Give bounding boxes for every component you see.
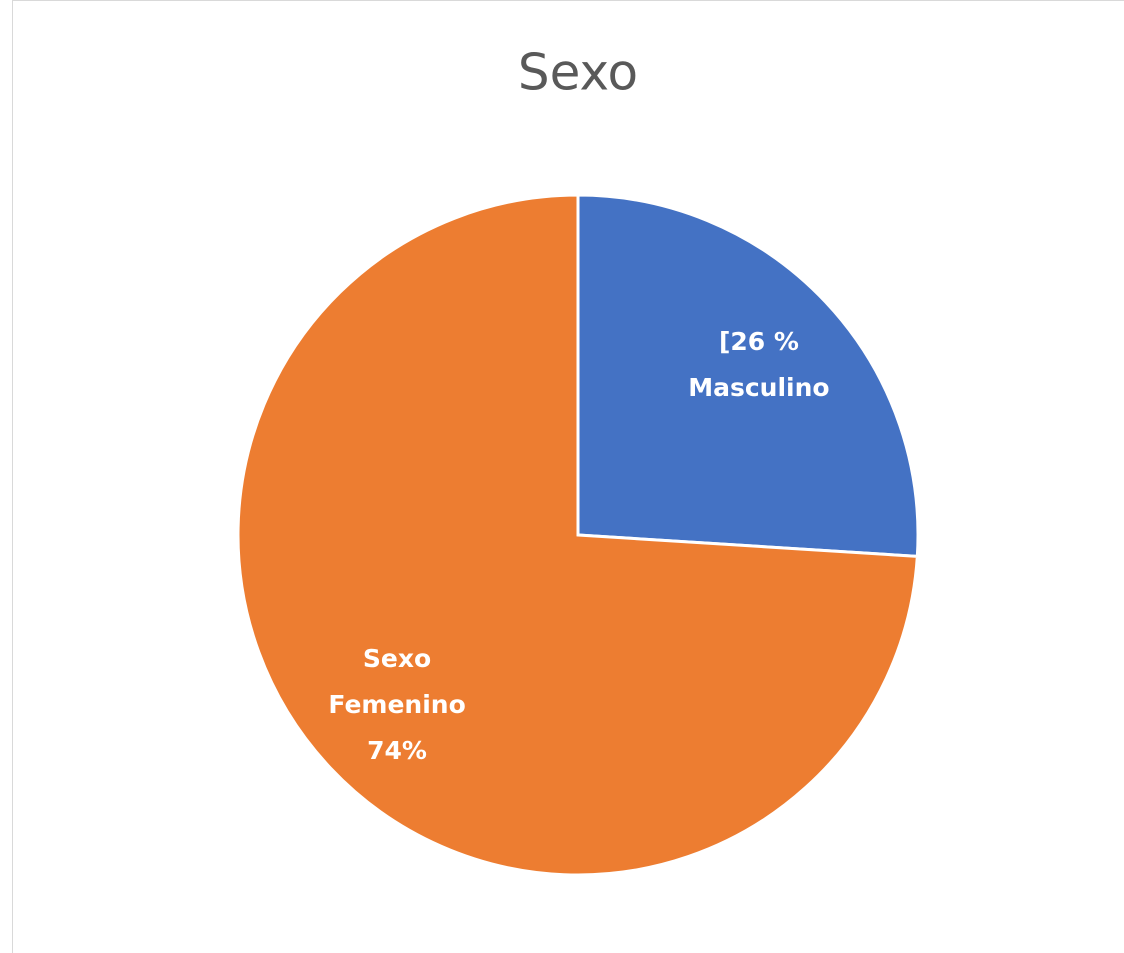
pie-slice <box>576 193 920 558</box>
pie-slice <box>236 193 919 877</box>
chart-title: Sexo <box>518 44 638 102</box>
label-value: [26 % <box>718 327 799 357</box>
data-label: Masculino [26 % <box>674 319 844 411</box>
data-label: Sexo Femenino 74% <box>312 636 482 774</box>
label-category: Masculino <box>688 373 830 403</box>
label-value: 74% <box>367 735 427 765</box>
label-category: Sexo Femenino <box>328 643 466 719</box>
